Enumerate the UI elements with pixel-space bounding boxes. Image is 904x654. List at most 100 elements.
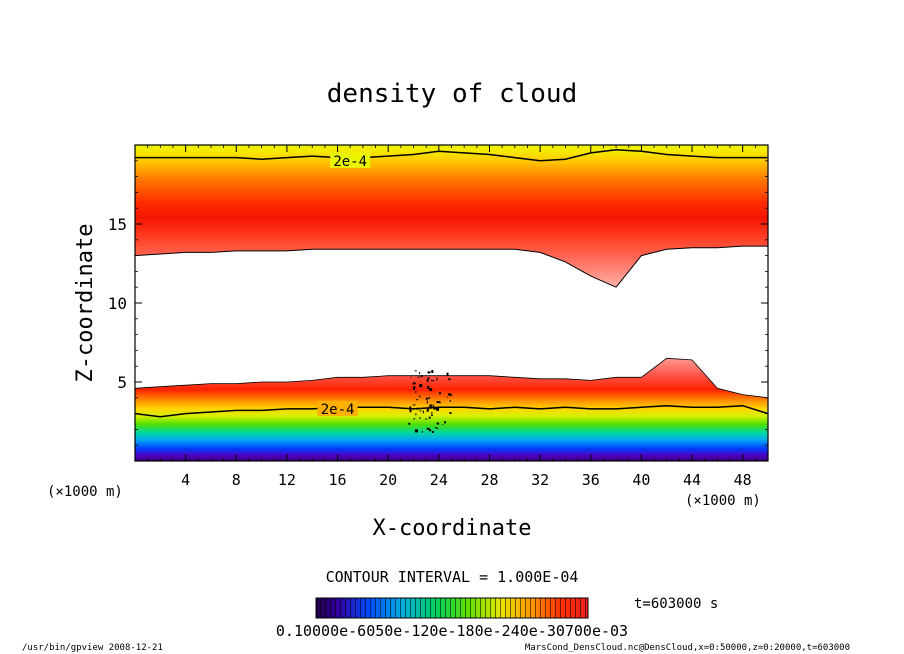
colorbar-tick-stripes bbox=[316, 598, 588, 618]
speckle-point bbox=[449, 412, 452, 414]
speckle-point bbox=[448, 378, 451, 381]
contour-label-bg-lower bbox=[317, 400, 358, 416]
y-tick-label: 5 bbox=[117, 373, 127, 392]
lower-cloud-layer bbox=[135, 358, 768, 461]
y-tick-label: 10 bbox=[108, 294, 127, 313]
upper-cloud-layer bbox=[135, 145, 768, 288]
lower-2e4-contour-line bbox=[135, 404, 768, 418]
upper-top-contour-line bbox=[135, 148, 768, 162]
lower-top-contour-line bbox=[135, 357, 768, 399]
upper-bottom-contour-line bbox=[135, 245, 768, 288]
speckle-point bbox=[429, 429, 432, 432]
chart-title: density of cloud bbox=[327, 79, 577, 109]
speckle-point bbox=[427, 371, 431, 374]
x-tick-label: 40 bbox=[632, 471, 650, 489]
speckle-point bbox=[414, 430, 416, 432]
x-tick-label: 16 bbox=[329, 471, 347, 489]
x-axis-ticks: 4 8 12 16 20 24 28 32 36 40 44 48 bbox=[147, 145, 756, 489]
contour-label-bg-upper bbox=[330, 152, 371, 168]
speckle-point bbox=[431, 411, 433, 415]
x-tick-label: 12 bbox=[278, 471, 296, 489]
x-tick-label: 44 bbox=[683, 471, 701, 489]
speckle-point bbox=[429, 404, 433, 407]
colorbar-frame bbox=[315, 597, 589, 619]
y-tick-label: 15 bbox=[108, 215, 127, 234]
speckle-point bbox=[410, 376, 412, 378]
x-tick-label: 28 bbox=[480, 471, 498, 489]
speckle-point bbox=[427, 377, 430, 380]
speckle-point bbox=[426, 379, 429, 382]
speckle-point bbox=[430, 405, 432, 409]
contour-label-lower: 2e-4 bbox=[321, 402, 355, 418]
time-label: t=603000 s bbox=[634, 596, 718, 612]
y-axis-ticks: 5 10 15 bbox=[108, 160, 768, 446]
speckle-point bbox=[425, 418, 428, 420]
x-tick-label: 36 bbox=[582, 471, 600, 489]
speckle-point bbox=[446, 372, 449, 376]
contour-labels: 2e-4 2e-4 bbox=[317, 152, 371, 418]
speckle-point bbox=[431, 414, 433, 416]
x-tick-label: 48 bbox=[734, 471, 752, 489]
speckle-point bbox=[442, 423, 444, 425]
speckle-point bbox=[419, 372, 420, 375]
speckle-point bbox=[426, 400, 428, 404]
speckle-point bbox=[433, 404, 435, 408]
speckle-point bbox=[439, 392, 441, 395]
speckle-point bbox=[427, 385, 430, 389]
speckle-point bbox=[444, 421, 446, 424]
footer-left: /usr/bin/gpview 2008-12-21 bbox=[22, 643, 163, 653]
speckle-point bbox=[408, 422, 411, 425]
colorbar-tick-labels: 0.10000e-6050e-120e-180e-240e-30700e-03 bbox=[276, 622, 628, 640]
speckle-point bbox=[414, 370, 417, 372]
speckle-point bbox=[420, 375, 423, 378]
x-axis-label: X-coordinate bbox=[373, 516, 532, 541]
speckle-point bbox=[436, 401, 440, 403]
turbulence-speckle bbox=[408, 370, 452, 433]
x-unit-right: (×1000 m) bbox=[685, 493, 761, 509]
speckle-point bbox=[409, 409, 412, 413]
speckle-point bbox=[428, 406, 430, 410]
speckle-point bbox=[413, 386, 416, 390]
speckle-point bbox=[409, 406, 412, 409]
speckle-point bbox=[419, 395, 421, 398]
x-tick-label: 8 bbox=[232, 471, 241, 489]
speckle-point bbox=[433, 407, 437, 410]
speckle-point bbox=[418, 417, 421, 419]
speckle-point bbox=[436, 407, 440, 411]
speckle-point bbox=[417, 376, 420, 378]
speckle-point bbox=[436, 377, 438, 381]
x-unit-left: (×1000 m) bbox=[47, 484, 123, 500]
speckle-point bbox=[431, 370, 434, 373]
speckle-point bbox=[416, 407, 419, 410]
x-tick-label: 24 bbox=[430, 471, 448, 489]
x-tick-label: 20 bbox=[379, 471, 397, 489]
speckle-point bbox=[419, 410, 422, 412]
plot-area: 2e-4 2e-4 bbox=[135, 145, 768, 461]
x-tick-label: 4 bbox=[181, 471, 190, 489]
speckle-point bbox=[415, 413, 417, 416]
speckle-point bbox=[431, 380, 434, 382]
x-tick-label: 32 bbox=[531, 471, 549, 489]
footer-right: MarsCond_DensCloud.nc@DensCloud,x=0:5000… bbox=[525, 643, 850, 653]
speckle-point bbox=[436, 427, 439, 429]
speckle-point bbox=[448, 393, 451, 396]
speckle-point bbox=[425, 397, 428, 400]
speckle-point bbox=[416, 399, 419, 401]
speckle-point bbox=[415, 391, 417, 393]
speckle-point bbox=[428, 416, 431, 419]
contour-label-upper: 2e-4 bbox=[333, 154, 367, 170]
speckle-point bbox=[436, 422, 439, 424]
speckle-point bbox=[439, 401, 441, 404]
speckle-point bbox=[429, 388, 433, 392]
speckle-point bbox=[415, 429, 418, 433]
speckle-point bbox=[431, 431, 434, 433]
speckle-point bbox=[442, 406, 444, 408]
speckle-point bbox=[426, 427, 430, 430]
y-axis-label: Z-coordinate bbox=[73, 224, 98, 383]
speckle-point bbox=[421, 430, 423, 433]
speckle-point bbox=[419, 384, 423, 388]
speckle-point bbox=[412, 404, 416, 406]
speckle-point bbox=[427, 397, 431, 399]
speckle-point bbox=[413, 418, 416, 420]
